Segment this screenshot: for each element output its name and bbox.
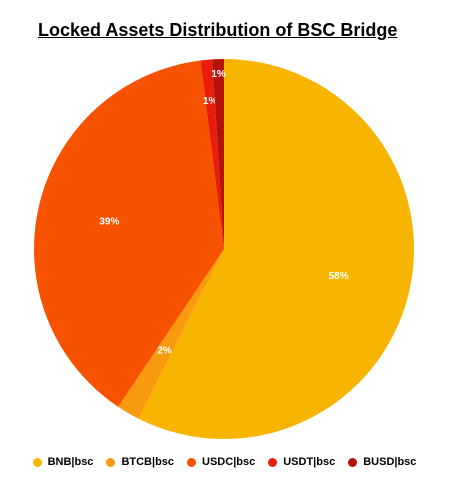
legend-label: BTCB|bsc <box>121 456 175 468</box>
slice-label-usdt: 1% <box>203 96 218 107</box>
legend-label: USDT|bsc <box>283 456 336 468</box>
legend-swatch <box>268 457 278 467</box>
legend-swatch <box>348 457 358 467</box>
legend-item-btcb[interactable]: BTCB|bsc <box>106 456 174 468</box>
pie-slice-bnb[interactable] <box>138 59 415 439</box>
pie-slice-busd[interactable] <box>212 59 224 249</box>
legend-item-busd[interactable]: BUSD|bsc <box>348 456 416 468</box>
pie-slice-btcb[interactable] <box>118 249 224 419</box>
legend-item-usdc[interactable]: USDC|bsc <box>187 456 255 468</box>
pie-chart: 58% 2% 39% 1% 1% <box>33 59 415 439</box>
slice-label-btcb: 2% <box>157 345 172 356</box>
legend-item-bnb[interactable]: BNB|bsc <box>32 456 94 468</box>
legend-swatch <box>187 457 197 467</box>
slice-label-busd: 1% <box>211 69 226 80</box>
legend-swatch <box>106 457 116 467</box>
legend-label: USDC|bsc <box>202 456 256 468</box>
pie-slice-usdc[interactable] <box>33 60 224 407</box>
slice-label-bnb: 58% <box>329 271 349 282</box>
legend-label: BNB|bsc <box>47 456 94 468</box>
slice-label-usdc: 39% <box>99 216 119 227</box>
legend-label: BUSD|bsc <box>363 456 417 468</box>
legend-swatch <box>32 457 42 467</box>
chart-legend: BNB|bsc BTCB|bsc USDC|bsc USDT|bsc BUSD|… <box>0 456 449 468</box>
legend-item-usdt[interactable]: USDT|bsc <box>268 456 335 468</box>
pie-slice-usdt[interactable] <box>200 59 224 249</box>
chart-title: Locked Assets Distribution of BSC Bridge <box>38 20 398 40</box>
